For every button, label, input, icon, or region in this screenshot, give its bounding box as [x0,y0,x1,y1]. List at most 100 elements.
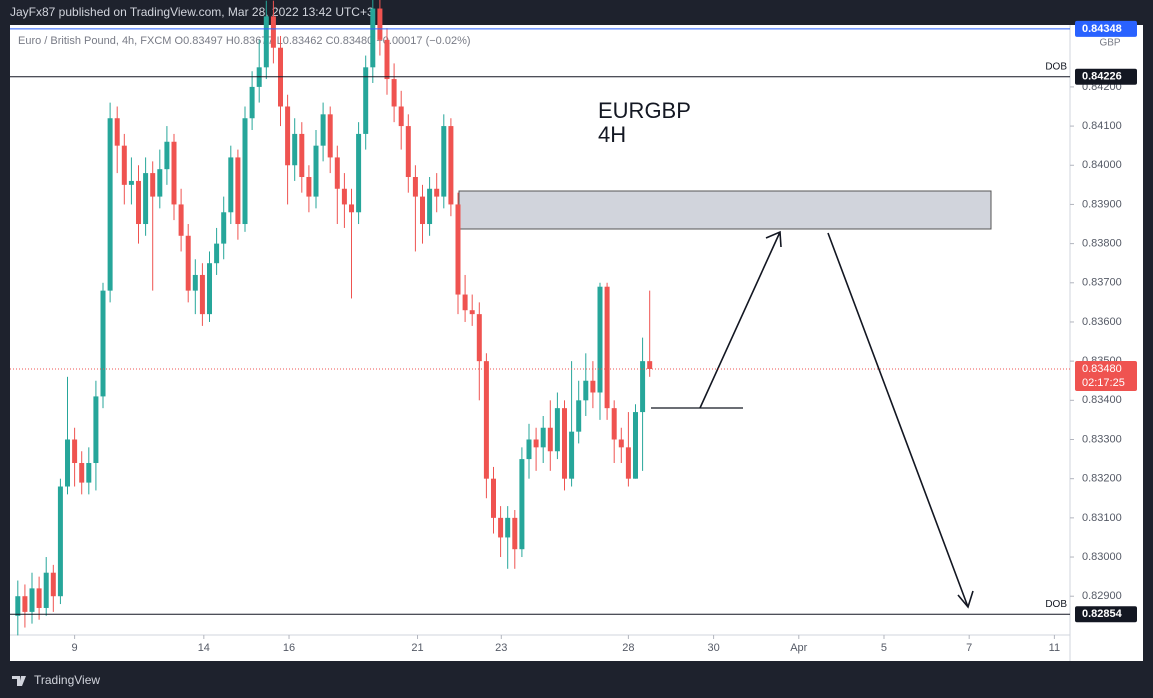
zone [458,190,992,230]
candle-body [36,588,42,608]
candle-body [72,439,78,464]
candle-body [632,412,638,479]
x-tick-label: 28 [622,642,634,654]
candle-body [43,572,49,608]
publisher: JayFx87 published on TradingView.com, Ma… [10,5,374,19]
candle-body [427,188,433,225]
candle-body [93,396,99,464]
candle-body [561,408,567,479]
x-tick-label: 30 [707,642,719,654]
candle-body [519,459,525,550]
candle-body [349,204,355,213]
candle-body [79,463,85,483]
candle-body [384,39,390,80]
candle-body [285,106,291,166]
candle-body [448,126,454,205]
y-tick-label: 0.84100 [1082,120,1122,132]
candle-body [441,126,447,197]
candle-body [363,67,369,134]
candle-body [547,427,553,452]
arrow-down [827,232,974,609]
candle-body [370,8,376,68]
candle-body [327,114,333,158]
candle-body [171,141,177,205]
candle-body [136,180,142,225]
currency: GBP [1099,38,1120,49]
candle-body [242,118,248,225]
candle-body [434,188,440,197]
annotation: EURGBP [598,98,691,123]
candle-body [377,8,383,40]
candle-body [505,517,511,538]
candle-body [583,380,589,401]
level-tag: DOB [1045,61,1067,72]
candle-body [121,145,127,185]
candle-body [398,106,404,127]
candle-body [483,361,489,479]
candle-body [235,157,241,225]
y-tick-label: 0.82900 [1082,590,1122,602]
candle-body [647,361,653,369]
brand-logo [12,676,26,686]
candle-body [412,177,418,197]
price-label-box [1075,360,1137,391]
candle-body [57,486,63,597]
candle-body [185,235,191,291]
price-label: 0.82854 [1082,608,1123,620]
y-tick-label: 0.83400 [1082,394,1122,406]
candle-body [100,290,106,397]
x-tick-label: 23 [495,642,507,654]
arrow-up [699,230,782,409]
candle-body [29,588,35,612]
candle-body [157,169,163,197]
price-label: 0.84348 [1082,23,1122,35]
candle-body [455,204,461,295]
candle-body [576,400,582,432]
candle-body [498,517,504,538]
price-label: 0.84226 [1082,71,1122,83]
candle-body [597,286,603,393]
y-tick-label: 0.83900 [1082,198,1122,210]
candle-body [569,431,575,479]
x-tick-label: 16 [283,642,295,654]
candle-body [299,133,305,178]
y-tick-label: 0.83100 [1082,512,1122,524]
candle-body [114,118,120,146]
x-tick-label: Apr [790,642,807,654]
candle-body [625,447,631,479]
candle-body [334,157,340,189]
y-tick-label: 0.84000 [1082,159,1122,171]
candle-body [15,596,21,616]
candle-body [306,177,312,197]
candle-body [164,141,170,170]
y-tick-label: 0.83800 [1082,238,1122,250]
x-tick-label: 21 [411,642,423,654]
price-label-box [1075,68,1137,85]
candle-body [604,286,610,409]
candle-body [292,133,298,166]
candle-body [356,133,362,213]
candle-body [228,157,234,213]
legend: Euro / British Pound, 4h, FXCM O0.83497 … [18,35,471,47]
brand: TradingView [34,673,100,687]
x-tick-label: 11 [1049,642,1060,654]
candle-body [192,274,198,291]
candle-body [249,86,255,119]
candle-body [554,408,560,452]
candle-body [476,314,482,362]
candle-body [590,380,596,393]
candle-body [341,188,347,205]
candle-body [207,263,213,315]
candle-body [86,463,92,483]
candle-body [150,173,156,197]
candle-body [143,173,149,225]
y-tick-label: 0.83600 [1082,316,1122,328]
candle-body [214,243,220,264]
candle-body [391,79,397,107]
price-label: 0.83480 [1082,363,1122,375]
candle-body [221,212,227,244]
price-label-box [1075,20,1137,37]
candle-body [178,204,184,236]
